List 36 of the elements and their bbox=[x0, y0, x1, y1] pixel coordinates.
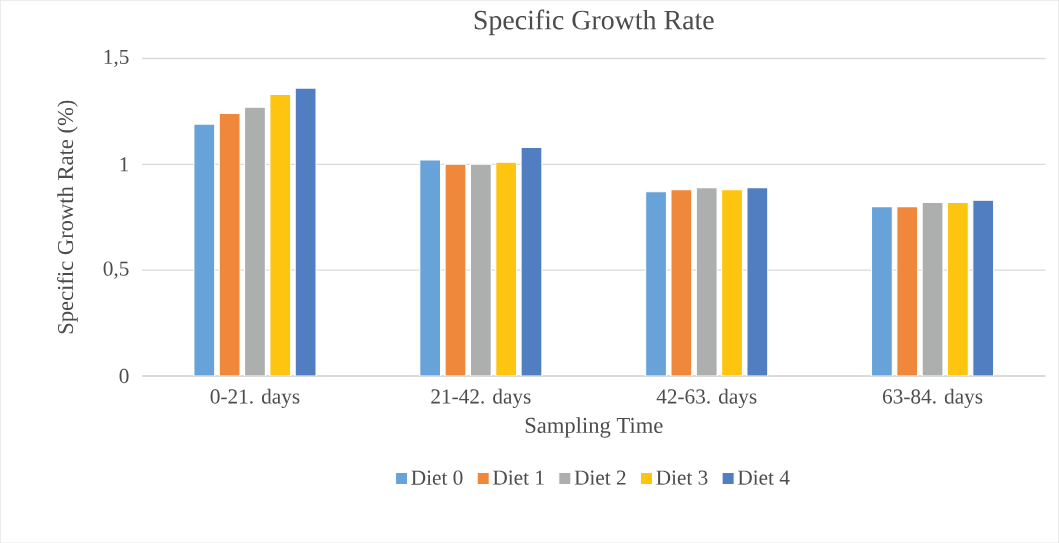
bar bbox=[520, 146, 543, 376]
bar bbox=[495, 161, 518, 376]
y-tick-label: 0 bbox=[119, 368, 129, 384]
bar bbox=[746, 186, 769, 376]
bar bbox=[870, 205, 893, 376]
x-tick-label: 63-84. days bbox=[883, 388, 983, 408]
y-tick-label: 1 bbox=[120, 157, 129, 172]
bar bbox=[218, 112, 241, 376]
bar bbox=[419, 159, 442, 376]
bar bbox=[921, 201, 944, 376]
x-tick-label: 0-21. days bbox=[210, 388, 300, 408]
x-tick-label: 21-42. days bbox=[431, 388, 531, 408]
legend-label: Diet 1 bbox=[493, 470, 544, 485]
y-tick-label: 1,5 bbox=[104, 49, 129, 67]
bar bbox=[444, 163, 467, 376]
legend-label: Diet 3 bbox=[656, 470, 708, 485]
bar bbox=[896, 205, 919, 376]
bar bbox=[193, 123, 216, 376]
bar bbox=[294, 87, 317, 376]
legend-label: Diet 4 bbox=[737, 470, 790, 485]
bar bbox=[244, 106, 266, 376]
bar bbox=[469, 163, 492, 376]
chart-title: Specific Growth Rate bbox=[474, 9, 714, 35]
x-axis-title: Sampling Time bbox=[525, 416, 663, 438]
x-tick-label: 42-63. days bbox=[656, 388, 757, 408]
bar bbox=[269, 93, 292, 376]
bar bbox=[721, 189, 743, 376]
bar bbox=[645, 191, 667, 376]
bar bbox=[972, 199, 995, 376]
legend-label: Diet 2 bbox=[574, 470, 626, 485]
y-axis-title: Specific Growth Rate (%) bbox=[57, 100, 78, 334]
y-tick-label: 0,5 bbox=[103, 261, 129, 279]
bar bbox=[695, 186, 718, 376]
legend-label: Diet 0 bbox=[411, 470, 463, 485]
bar bbox=[946, 201, 969, 376]
bar bbox=[670, 189, 693, 376]
